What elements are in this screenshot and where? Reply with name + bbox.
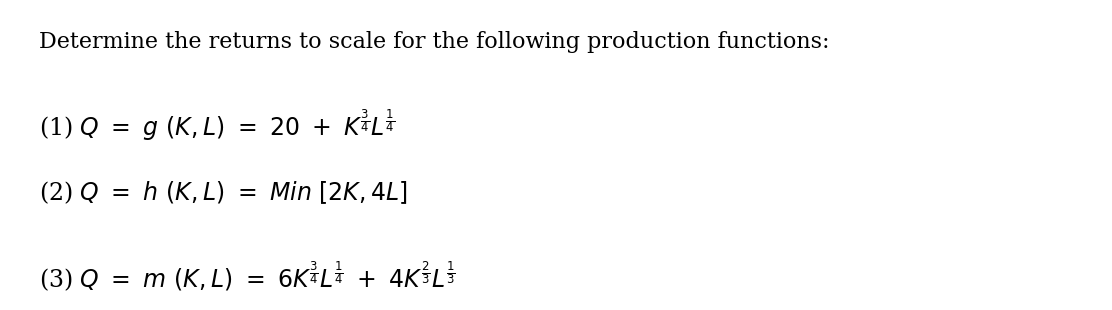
Text: (3) $Q\ =\ m\ (K, L)\ =\ 6K^{\frac{3}{4}}L^{\frac{1}{4}}\ +\ 4K^{\frac{2}{3}}L^{: (3) $Q\ =\ m\ (K, L)\ =\ 6K^{\frac{3}{4}…	[39, 259, 455, 293]
Text: (2) $Q\ =\ h\ (K, L)\ =\ \mathit{Min}\ [2K, 4L]$: (2) $Q\ =\ h\ (K, L)\ =\ \mathit{Min}\ […	[39, 179, 408, 206]
Text: Determine the returns to scale for the following production functions:: Determine the returns to scale for the f…	[39, 31, 830, 53]
Text: (1) $Q\ =\ g\ (K, L)\ =\ 20\ +\ K^{\frac{3}{4}}L^{\frac{1}{4}}$: (1) $Q\ =\ g\ (K, L)\ =\ 20\ +\ K^{\frac…	[39, 108, 395, 143]
